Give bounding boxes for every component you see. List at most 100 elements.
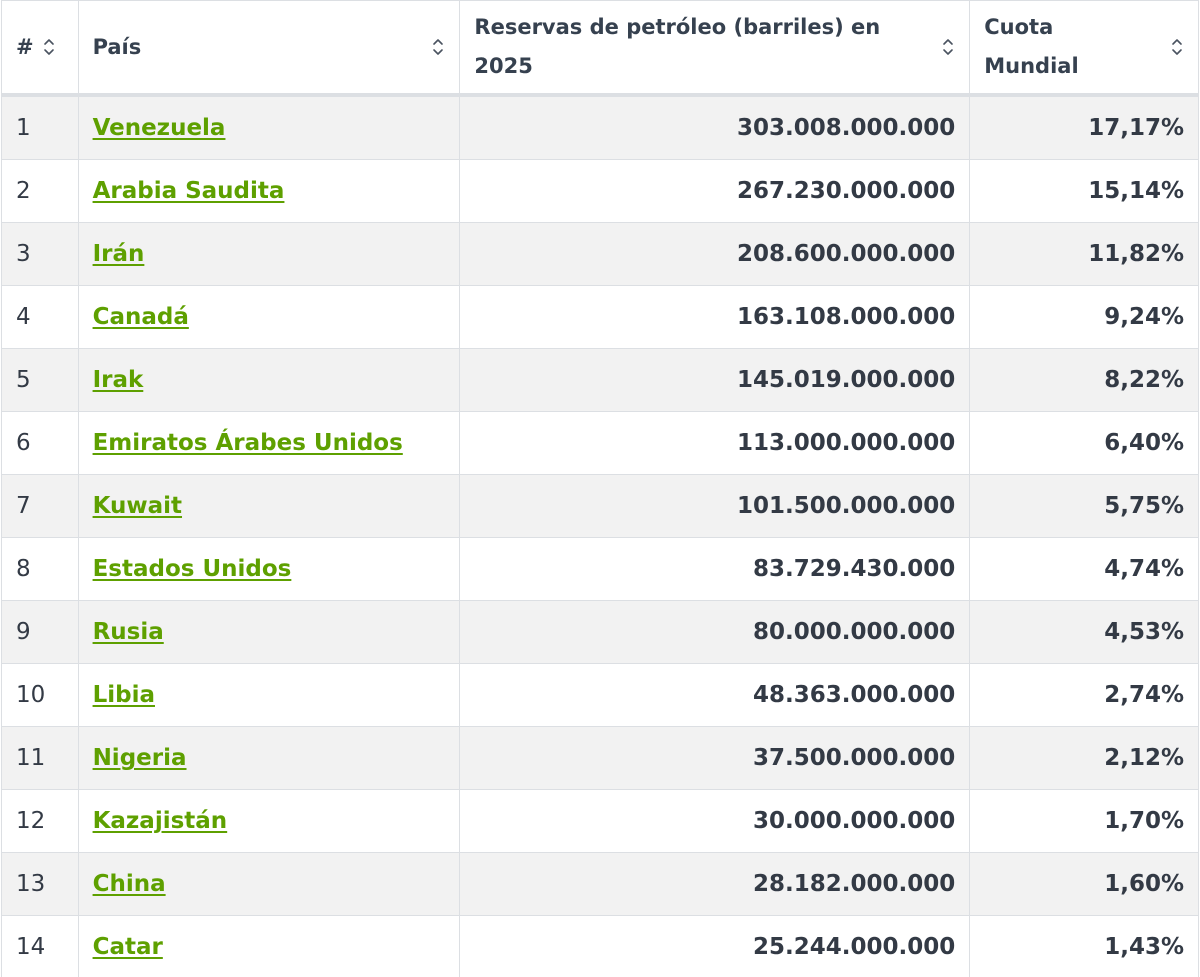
table-row: 14 Catar 25.244.000.000 1,43% — [1, 915, 1199, 977]
share-cell: 4,53% — [969, 600, 1199, 664]
rank-cell: 5 — [1, 348, 79, 412]
sort-updown-icon[interactable] — [42, 36, 56, 58]
share-cell: 1,70% — [969, 789, 1199, 853]
share-cell: 2,12% — [969, 726, 1199, 790]
rank-cell: 10 — [1, 663, 79, 727]
country-link[interactable]: Rusia — [92, 619, 164, 645]
rank-cell: 8 — [1, 537, 79, 601]
rank-cell: 2 — [1, 159, 79, 223]
country-cell: Irán — [77, 222, 461, 286]
reserves-cell: 163.108.000.000 — [459, 285, 971, 349]
table-row: 7 Kuwait 101.500.000.000 5,75% — [1, 474, 1199, 538]
reserves-cell: 267.230.000.000 — [459, 159, 971, 223]
column-header-reserves-line1: Reservas de petróleo (barriles) en — [474, 15, 881, 39]
table-row: 13 China 28.182.000.000 1,60% — [1, 852, 1199, 916]
column-header-country[interactable]: País — [77, 0, 461, 97]
column-header-reserves-line2: 2025 — [474, 54, 533, 78]
rank-cell: 3 — [1, 222, 79, 286]
column-header-share[interactable]: Cuota Mundial — [969, 0, 1199, 97]
header-row: # País Reservas de petróleo (barriles) e… — [1, 0, 1199, 97]
table-row: 6 Emiratos Árabes Unidos 113.000.000.000 6,… — [1, 411, 1199, 475]
reserves-cell: 113.000.000.000 — [459, 411, 971, 475]
reserves-cell: 30.000.000.000 — [459, 789, 971, 853]
table-row: 3 Irán 208.600.000.000 11,82% — [1, 222, 1199, 286]
country-cell: Arabia Saudita — [77, 159, 461, 223]
sort-updown-icon[interactable] — [941, 36, 955, 58]
column-header-reserves[interactable]: Reservas de petróleo (barriles) en 2025 — [459, 0, 971, 97]
reserves-cell: 28.182.000.000 — [459, 852, 971, 916]
reserves-cell: 37.500.000.000 — [459, 726, 971, 790]
country-link[interactable]: Libia — [92, 682, 155, 708]
reserves-cell: 83.729.430.000 — [459, 537, 971, 601]
rank-cell: 14 — [1, 915, 79, 977]
share-cell: 1,60% — [969, 852, 1199, 916]
table-row: 8 Estados Unidos 83.729.430.000 4,74% — [1, 537, 1199, 601]
country-link[interactable]: Venezuela — [92, 115, 226, 141]
country-link[interactable]: Irak — [92, 367, 144, 393]
reserves-cell: 48.363.000.000 — [459, 663, 971, 727]
share-cell: 1,43% — [969, 915, 1199, 977]
table-body: 1 Venezuela 303.008.000.000 17,17% 2 Arabia S… — [1, 94, 1199, 977]
reserves-cell: 25.244.000.000 — [459, 915, 971, 977]
country-cell: Libia — [77, 663, 461, 727]
country-link[interactable]: Nigeria — [92, 745, 187, 771]
rank-cell: 1 — [1, 94, 79, 160]
rank-cell: 11 — [1, 726, 79, 790]
column-header-reserves-label: Reservas de petróleo (barriles) en 2025 — [474, 8, 880, 86]
country-link[interactable]: Arabia Saudita — [92, 178, 285, 204]
table-row: 4 Canadá 163.108.000.000 9,24% — [1, 285, 1199, 349]
rank-cell: 6 — [1, 411, 79, 475]
table-row: 9 Rusia 80.000.000.000 4,53% — [1, 600, 1199, 664]
rank-cell: 4 — [1, 285, 79, 349]
column-header-share-line2: Mundial — [984, 54, 1079, 78]
column-header-share-label: Cuota Mundial — [984, 8, 1078, 86]
sort-updown-icon[interactable] — [1170, 36, 1184, 58]
rank-cell: 12 — [1, 789, 79, 853]
column-header-country-label: País — [92, 34, 142, 59]
country-link[interactable]: Irán — [92, 241, 145, 267]
rank-cell: 9 — [1, 600, 79, 664]
sort-updown-icon[interactable] — [431, 36, 445, 58]
table-row: 5 Irak 145.019.000.000 8,22% — [1, 348, 1199, 412]
reserves-cell: 208.600.000.000 — [459, 222, 971, 286]
share-cell: 8,22% — [969, 348, 1199, 412]
table-row: 12 Kazajistán 30.000.000.000 1,70% — [1, 789, 1199, 853]
column-header-rank-label: # — [16, 34, 34, 59]
share-cell: 15,14% — [969, 159, 1199, 223]
country-cell: Irak — [77, 348, 461, 412]
country-cell: China — [77, 852, 461, 916]
reserves-cell: 303.008.000.000 — [459, 94, 971, 160]
country-link[interactable]: Canadá — [92, 304, 189, 330]
reserves-cell: 80.000.000.000 — [459, 600, 971, 664]
country-link[interactable]: Kazajistán — [92, 808, 228, 834]
country-cell: Emiratos Árabes Unidos — [77, 411, 461, 475]
country-cell: Kuwait — [77, 474, 461, 538]
country-link[interactable]: Emiratos Árabes Unidos — [92, 430, 403, 456]
country-link[interactable]: Estados Unidos — [92, 556, 292, 582]
column-header-share-line1: Cuota — [984, 15, 1054, 39]
country-cell: Catar — [77, 915, 461, 977]
rank-cell: 7 — [1, 474, 79, 538]
country-cell: Nigeria — [77, 726, 461, 790]
country-link[interactable]: China — [92, 871, 166, 897]
country-cell: Kazajistán — [77, 789, 461, 853]
rank-cell: 13 — [1, 852, 79, 916]
share-cell: 6,40% — [969, 411, 1199, 475]
share-cell: 2,74% — [969, 663, 1199, 727]
share-cell: 9,24% — [969, 285, 1199, 349]
table-row: 10 Libia 48.363.000.000 2,74% — [1, 663, 1199, 727]
country-link[interactable]: Kuwait — [92, 493, 183, 519]
table-header: # País Reservas de petróleo (barriles) e… — [1, 0, 1199, 97]
country-link[interactable]: Catar — [92, 934, 163, 960]
table-row: 1 Venezuela 303.008.000.000 17,17% — [1, 94, 1199, 160]
share-cell: 17,17% — [969, 94, 1199, 160]
share-cell: 11,82% — [969, 222, 1199, 286]
table-row: 2 Arabia Saudita 267.230.000.000 15,14% — [1, 159, 1199, 223]
country-cell: Estados Unidos — [77, 537, 461, 601]
country-cell: Canadá — [77, 285, 461, 349]
column-header-rank[interactable]: # — [1, 0, 79, 97]
share-cell: 4,74% — [969, 537, 1199, 601]
reserves-cell: 101.500.000.000 — [459, 474, 971, 538]
